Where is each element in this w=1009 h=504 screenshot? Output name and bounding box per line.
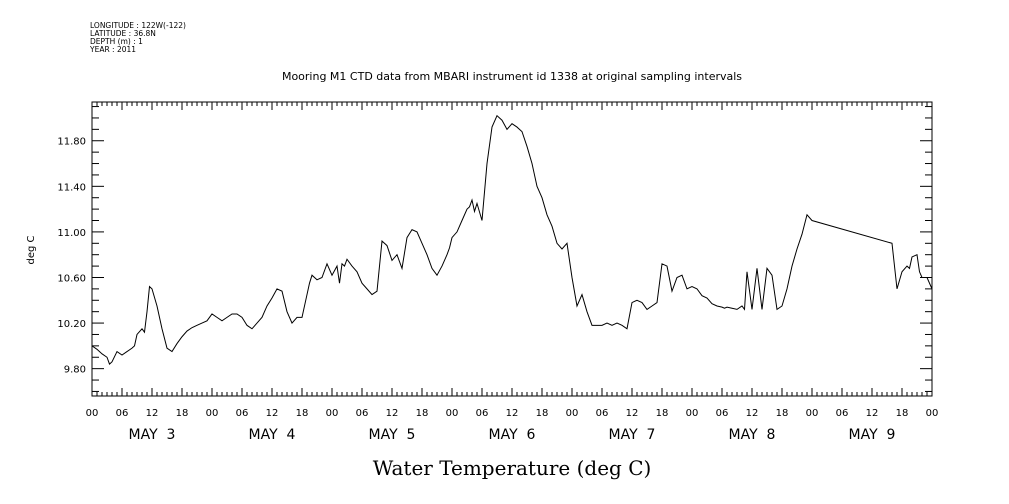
chart-title: Mooring M1 CTD data from MBARI instrumen… [282, 70, 742, 83]
x-tick-label: 18 [536, 408, 549, 419]
y-axis-label: deg C [26, 235, 37, 264]
day-label: MAY 9 [849, 427, 896, 443]
x-tick-label: 00 [206, 408, 219, 419]
day-label: MAY 3 [129, 427, 176, 443]
y-tick-label: 11.40 [57, 182, 86, 193]
x-tick-label: 06 [476, 408, 489, 419]
x-tick-label: 12 [626, 408, 639, 419]
latitude-text: LATITUDE : 36.8N [90, 29, 156, 38]
x-tick-label: 18 [176, 408, 189, 419]
y-tick-labels: 9.80 10.20 10.60 11.00 11.40 11.80 [57, 137, 86, 376]
x-tick-label: 18 [896, 408, 909, 419]
x-tick-label: 12 [266, 408, 279, 419]
x-axis-label: Water Temperature (deg C) [373, 456, 652, 480]
day-label: MAY 7 [609, 427, 656, 443]
axis-ticks [91, 102, 933, 396]
x-tick-label: 00 [686, 408, 699, 419]
x-tick-label: 00 [86, 408, 99, 419]
x-tick-label: 00 [326, 408, 339, 419]
x-tick-label: 06 [356, 408, 369, 419]
x-tick-label: 00 [926, 408, 939, 419]
day-labels: MAY 3 MAY 4 MAY 5 MAY 6 MAY 7 MAY 8 MAY 9 [129, 427, 896, 443]
day-label: MAY 5 [369, 427, 416, 443]
depth-text: DEPTH (m) : 1 [90, 37, 143, 46]
year-text: YEAR : 2011 [90, 45, 137, 54]
x-tick-label: 12 [866, 408, 879, 419]
x-tick-label: 00 [566, 408, 579, 419]
x-tick-label: 18 [416, 408, 429, 419]
series-line [91, 114, 933, 365]
x-tick-label: 12 [746, 408, 759, 419]
day-label: MAY 6 [489, 427, 536, 443]
x-tick-label: 18 [776, 408, 789, 419]
x-tick-label: 00 [446, 408, 459, 419]
x-tick-label: 12 [386, 408, 399, 419]
x-tick-label: 06 [716, 408, 729, 419]
x-tick-labels: 00 06 12 18 00 06 12 18 00 06 12 18 00 06 12 18 00 06 12 18… [86, 408, 939, 419]
day-label: MAY 4 [249, 427, 296, 443]
x-tick-label: 18 [656, 408, 669, 419]
y-tick-label: 11.00 [57, 228, 86, 239]
x-tick-label: 06 [116, 408, 129, 419]
y-tick-label: 9.80 [64, 365, 86, 376]
x-tick-label: 12 [146, 408, 159, 419]
x-tick-label: 12 [506, 408, 519, 419]
y-tick-label: 10.60 [57, 273, 86, 284]
x-tick-label: 00 [806, 408, 819, 419]
plot-frame [91, 101, 933, 397]
y-tick-label: 11.80 [57, 137, 86, 148]
y-tick-label: 10.20 [57, 319, 86, 330]
longitude-text: LONGITUDE : 122W(-122) [90, 21, 186, 30]
x-tick-label: 06 [836, 408, 849, 419]
x-tick-label: 18 [296, 408, 309, 419]
x-tick-label: 06 [596, 408, 609, 419]
x-tick-label: 06 [236, 408, 249, 419]
day-label: MAY 8 [729, 427, 776, 443]
metadata-block: LONGITUDE : 122W(-122) LATITUDE : 36.8N … [90, 22, 186, 54]
